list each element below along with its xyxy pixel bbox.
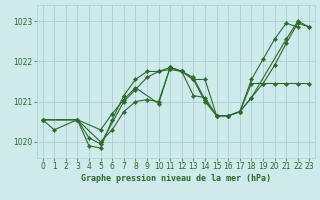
X-axis label: Graphe pression niveau de la mer (hPa): Graphe pression niveau de la mer (hPa): [81, 174, 271, 183]
